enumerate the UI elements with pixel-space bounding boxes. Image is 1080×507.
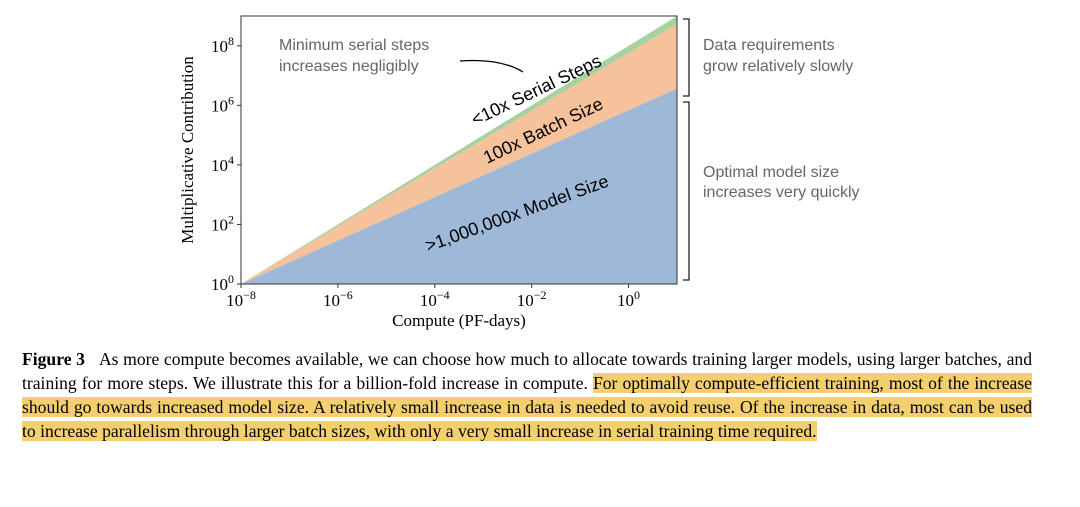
- x-tick-label: 10−4: [420, 288, 450, 310]
- y-tick-label: 104: [211, 153, 234, 175]
- figure-label: Figure 3: [22, 349, 85, 369]
- area-series-0: [241, 88, 677, 284]
- area-series-2: [241, 16, 677, 284]
- x-tick-label: 10−8: [226, 288, 256, 310]
- y-axis-label: Multiplicative Contribution: [178, 56, 197, 244]
- y-tick-label: 108: [211, 34, 234, 56]
- plot-frame: [240, 15, 678, 285]
- figure-caption: Figure 3 As more compute becomes availabl…: [22, 347, 1032, 443]
- model-bracket: [683, 101, 690, 281]
- model-bracket-line1: Optimal model size: [703, 164, 839, 181]
- caption-text: As more compute becomes available, we ca…: [22, 349, 1032, 393]
- data-bracket-line1: Data requirements: [703, 37, 835, 54]
- serial-note-line1: Minimum serial steps: [279, 37, 429, 54]
- x-tick-label: 10−2: [517, 288, 547, 310]
- annotation-arrow: [459, 59, 524, 73]
- y-tick-label: 102: [211, 212, 234, 234]
- serial-note-line2: increases negligibly: [279, 58, 419, 75]
- data-bracket-line2: grow relatively slowly: [703, 58, 853, 75]
- x-axis-label: Compute (PF-days): [392, 311, 526, 330]
- model-bracket-line2: increases very quickly: [703, 184, 860, 201]
- x-tick-label: 100: [617, 288, 640, 310]
- x-tick-label: 10−6: [323, 288, 353, 310]
- data-bracket: [683, 18, 690, 97]
- y-tick-label: 106: [211, 93, 234, 115]
